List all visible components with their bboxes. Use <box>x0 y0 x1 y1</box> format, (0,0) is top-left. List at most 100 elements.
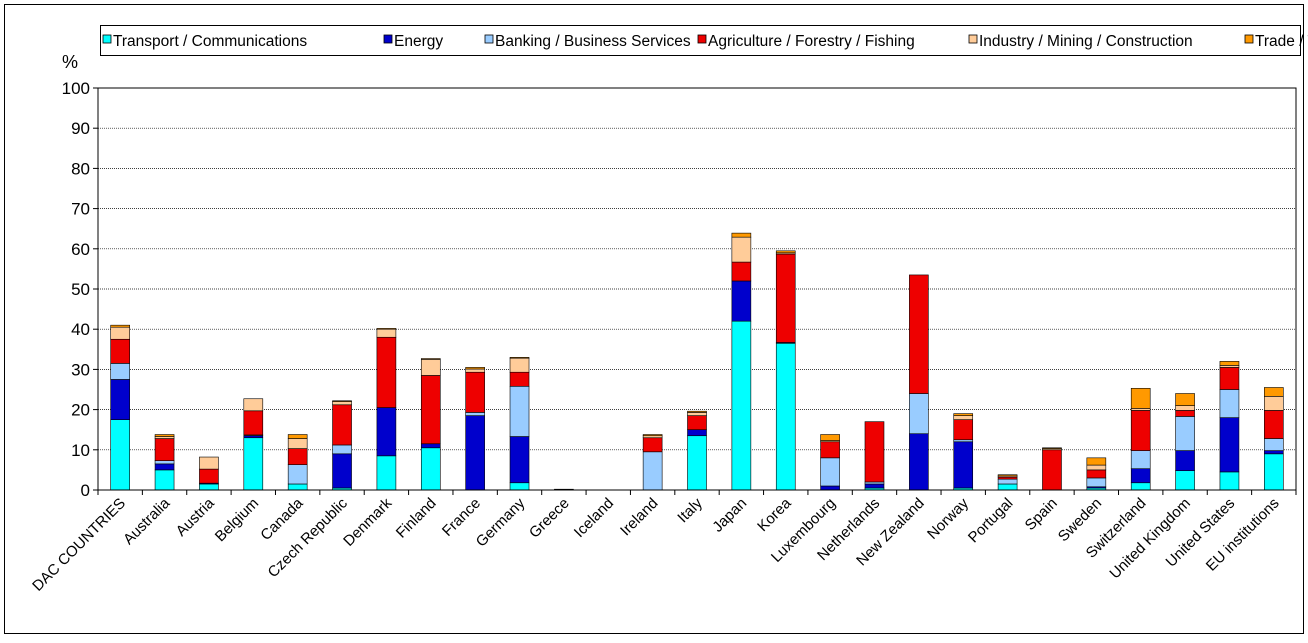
bar-energy-italy <box>688 430 707 436</box>
bar-banking-business-services-netherlands <box>865 482 884 484</box>
bar-stack-canada <box>288 435 307 490</box>
bar-agriculture-forestry-fishing-japan <box>732 262 751 281</box>
bar-agriculture-forestry-fishing-luxembourg <box>821 442 840 458</box>
legend-item-banking-business-services: Banking / Business Services <box>485 33 691 50</box>
bar-transport-communications-japan <box>732 321 751 490</box>
bar-industry-mining-construction-denmark <box>377 329 396 337</box>
bar-agriculture-forestry-fishing-denmark <box>377 337 396 407</box>
bar-banking-business-services-norway <box>954 440 973 442</box>
bar-agriculture-forestry-fishing-italy <box>688 416 707 430</box>
bar-energy-new-zealand <box>909 434 928 490</box>
bar-trade-tourism-canada <box>288 435 307 439</box>
bar-banking-business-services-new-zealand <box>909 394 928 434</box>
y-tick-label: 90 <box>71 119 90 138</box>
bar-stack-france <box>466 367 485 490</box>
bar-trade-tourism-dac-countries <box>111 325 130 327</box>
bar-energy-switzerland <box>1131 469 1150 483</box>
bar-transport-communications-belgium <box>244 438 263 490</box>
bar-trade-tourism-korea <box>776 251 795 253</box>
bar-industry-mining-construction-germany <box>510 358 529 372</box>
legend-swatch <box>103 35 111 43</box>
bar-stack-germany <box>510 357 529 490</box>
legend-item-agriculture-forestry-fishing: Agriculture / Forestry / Fishing <box>698 33 915 50</box>
bar-stack-japan <box>732 233 751 490</box>
bar-stack-australia <box>155 435 174 490</box>
bar-industry-mining-construction-dac-countries <box>111 327 130 339</box>
bar-trade-tourism-spain <box>1042 448 1061 449</box>
bar-transport-communications-germany <box>510 483 529 490</box>
bar-stack-denmark <box>377 328 396 490</box>
bar-banking-business-services-switzerland <box>1131 451 1150 469</box>
bar-energy-netherlands <box>865 484 884 488</box>
bar-agriculture-forestry-fishing-spain <box>1042 450 1061 490</box>
bar-energy-australia <box>155 464 174 470</box>
bar-industry-mining-construction-france <box>466 369 485 372</box>
bar-banking-business-services-united-kingdom <box>1176 416 1195 450</box>
legend-item-industry-mining-construction: Industry / Mining / Construction <box>969 33 1193 50</box>
bar-industry-mining-construction-sweden <box>1087 465 1106 470</box>
bar-trade-tourism-italy <box>688 411 707 412</box>
bar-stack-spain <box>1042 448 1061 490</box>
y-tick-label: 60 <box>71 240 90 259</box>
bar-industry-mining-construction-australia <box>155 437 174 439</box>
bar-banking-business-services-united-states <box>1220 390 1239 418</box>
bar-transport-communications-united-kingdom <box>1176 471 1195 490</box>
bar-agriculture-forestry-fishing-france <box>466 372 485 412</box>
legend-swatch <box>969 35 977 43</box>
bar-energy-united-states <box>1220 418 1239 472</box>
bar-transport-communications-dac-countries <box>111 420 130 490</box>
legend-label: Transport / Communications <box>113 33 307 50</box>
bar-stack-italy <box>688 411 707 490</box>
y-tick-label: 0 <box>81 481 90 500</box>
y-tick-label: 80 <box>71 159 90 178</box>
bar-industry-mining-construction-ireland <box>643 436 662 438</box>
bar-energy-czech-republic <box>333 454 352 488</box>
bar-transport-communications-switzerland <box>1131 483 1150 490</box>
bar-stack-united-states <box>1220 361 1239 490</box>
bar-trade-tourism-luxembourg <box>821 435 840 441</box>
y-tick-label: 20 <box>71 401 90 420</box>
bar-transport-communications-italy <box>688 436 707 490</box>
bar-trade-tourism-united-kingdom <box>1176 394 1195 406</box>
bar-banking-business-services-germany <box>510 386 529 436</box>
bar-stack-new-zealand <box>909 275 928 490</box>
bar-industry-mining-construction-switzerland <box>1131 408 1150 410</box>
bar-energy-denmark <box>377 408 396 456</box>
bar-transport-communications-canada <box>288 484 307 490</box>
bar-stack-czech-republic <box>333 401 352 490</box>
bar-banking-business-services-sweden <box>1087 478 1106 487</box>
bar-transport-communications-australia <box>155 470 174 490</box>
bar-transport-communications-eu-institutions <box>1264 454 1283 490</box>
bar-transport-communications-portugal <box>998 484 1017 490</box>
bar-energy-germany <box>510 437 529 483</box>
bar-agriculture-forestry-fishing-united-states <box>1220 367 1239 389</box>
bar-transport-communications-austria <box>199 484 218 490</box>
bar-energy-dac-countries <box>111 379 130 419</box>
bar-energy-norway <box>954 442 973 488</box>
legend-label: Trade / Tourism <box>1255 33 1308 50</box>
y-tick-label: 40 <box>71 320 90 339</box>
bar-industry-mining-construction-norway <box>954 416 973 420</box>
bar-trade-tourism-portugal <box>998 475 1017 476</box>
bar-banking-business-services-australia <box>155 461 174 464</box>
bar-industry-mining-construction-czech-republic <box>333 402 352 405</box>
bar-banking-business-services-dac-countries <box>111 363 130 379</box>
bar-stack-norway <box>954 414 973 490</box>
bar-agriculture-forestry-fishing-norway <box>954 420 973 440</box>
bar-agriculture-forestry-fishing-dac-countries <box>111 339 130 363</box>
bar-banking-business-services-ireland <box>643 452 662 490</box>
bar-energy-finland <box>421 444 440 448</box>
bar-transport-communications-finland <box>421 448 440 490</box>
bar-stack-finland <box>421 359 440 490</box>
bar-stack-dac-countries <box>111 325 130 490</box>
bar-industry-mining-construction-united-states <box>1220 365 1239 367</box>
bar-agriculture-forestry-fishing-austria <box>199 469 218 483</box>
bar-banking-business-services-eu-institutions <box>1264 439 1283 451</box>
bar-agriculture-forestry-fishing-belgium <box>244 411 263 435</box>
bar-energy-united-kingdom <box>1176 451 1195 471</box>
bar-energy-belgium <box>244 436 263 438</box>
bar-trade-tourism-united-states <box>1220 361 1239 365</box>
